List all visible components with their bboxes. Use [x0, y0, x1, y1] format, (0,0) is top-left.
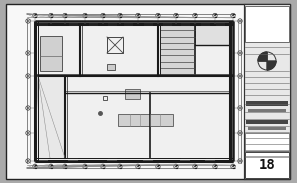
Circle shape: [238, 106, 242, 110]
Bar: [245, 133, 289, 151]
Circle shape: [193, 164, 197, 169]
Circle shape: [175, 15, 177, 16]
Circle shape: [232, 166, 234, 167]
Circle shape: [50, 15, 52, 16]
Circle shape: [27, 75, 29, 77]
Circle shape: [84, 166, 86, 167]
Circle shape: [101, 164, 105, 169]
Bar: [245, 152, 289, 178]
Bar: [107, 64, 115, 70]
Circle shape: [118, 13, 122, 18]
Circle shape: [239, 107, 241, 109]
Circle shape: [26, 106, 30, 110]
Bar: [125, 89, 140, 99]
Circle shape: [231, 13, 235, 18]
Bar: [245, 6, 289, 42]
Circle shape: [83, 13, 87, 18]
Circle shape: [174, 164, 178, 169]
Circle shape: [27, 20, 29, 22]
Circle shape: [214, 166, 216, 167]
Bar: [107, 37, 123, 53]
Circle shape: [26, 131, 30, 135]
Circle shape: [49, 13, 53, 18]
Bar: [35, 21, 233, 161]
Circle shape: [26, 51, 30, 55]
Circle shape: [157, 15, 159, 16]
Circle shape: [63, 164, 67, 169]
Bar: [160, 24, 195, 74]
Circle shape: [26, 19, 30, 23]
Circle shape: [27, 52, 29, 54]
Circle shape: [26, 74, 30, 78]
Circle shape: [156, 164, 160, 169]
Circle shape: [238, 19, 242, 23]
Circle shape: [156, 13, 160, 18]
Circle shape: [239, 132, 241, 134]
Circle shape: [232, 15, 234, 16]
Bar: [248, 109, 286, 112]
Circle shape: [239, 20, 241, 22]
Polygon shape: [258, 52, 267, 61]
Circle shape: [26, 159, 30, 163]
Bar: [40, 36, 62, 71]
Polygon shape: [38, 76, 65, 158]
Circle shape: [238, 74, 242, 78]
Circle shape: [102, 166, 104, 167]
Circle shape: [34, 15, 36, 16]
Circle shape: [63, 13, 67, 18]
Circle shape: [175, 166, 177, 167]
Circle shape: [119, 166, 121, 167]
Circle shape: [213, 164, 217, 169]
Bar: [246, 138, 288, 142]
Circle shape: [231, 164, 235, 169]
Circle shape: [174, 13, 178, 18]
Circle shape: [238, 159, 242, 163]
Circle shape: [84, 15, 86, 16]
Circle shape: [239, 75, 241, 77]
Circle shape: [27, 160, 29, 162]
Circle shape: [34, 166, 36, 167]
Circle shape: [137, 166, 139, 167]
Circle shape: [238, 51, 242, 55]
Circle shape: [194, 166, 196, 167]
Bar: [248, 127, 286, 130]
Circle shape: [239, 160, 241, 162]
Circle shape: [49, 164, 53, 169]
Circle shape: [118, 164, 122, 169]
Bar: [244, 4, 290, 179]
Text: 18: 18: [259, 158, 275, 172]
Circle shape: [238, 131, 242, 135]
Polygon shape: [267, 61, 276, 70]
Circle shape: [119, 15, 121, 16]
Circle shape: [194, 15, 196, 16]
Circle shape: [33, 13, 37, 18]
Circle shape: [50, 166, 52, 167]
Circle shape: [239, 52, 241, 54]
Bar: [195, 24, 230, 45]
Circle shape: [213, 13, 217, 18]
Circle shape: [102, 15, 104, 16]
Circle shape: [101, 13, 105, 18]
Circle shape: [33, 164, 37, 169]
Bar: [246, 101, 288, 106]
Circle shape: [193, 13, 197, 18]
Circle shape: [137, 15, 139, 16]
Circle shape: [136, 13, 140, 18]
Circle shape: [83, 164, 87, 169]
Circle shape: [27, 132, 29, 134]
Circle shape: [64, 15, 66, 16]
Circle shape: [157, 166, 159, 167]
Circle shape: [136, 164, 140, 169]
Bar: [118, 114, 173, 126]
Circle shape: [27, 107, 29, 109]
Circle shape: [64, 166, 66, 167]
Bar: [246, 120, 288, 124]
Circle shape: [214, 15, 216, 16]
